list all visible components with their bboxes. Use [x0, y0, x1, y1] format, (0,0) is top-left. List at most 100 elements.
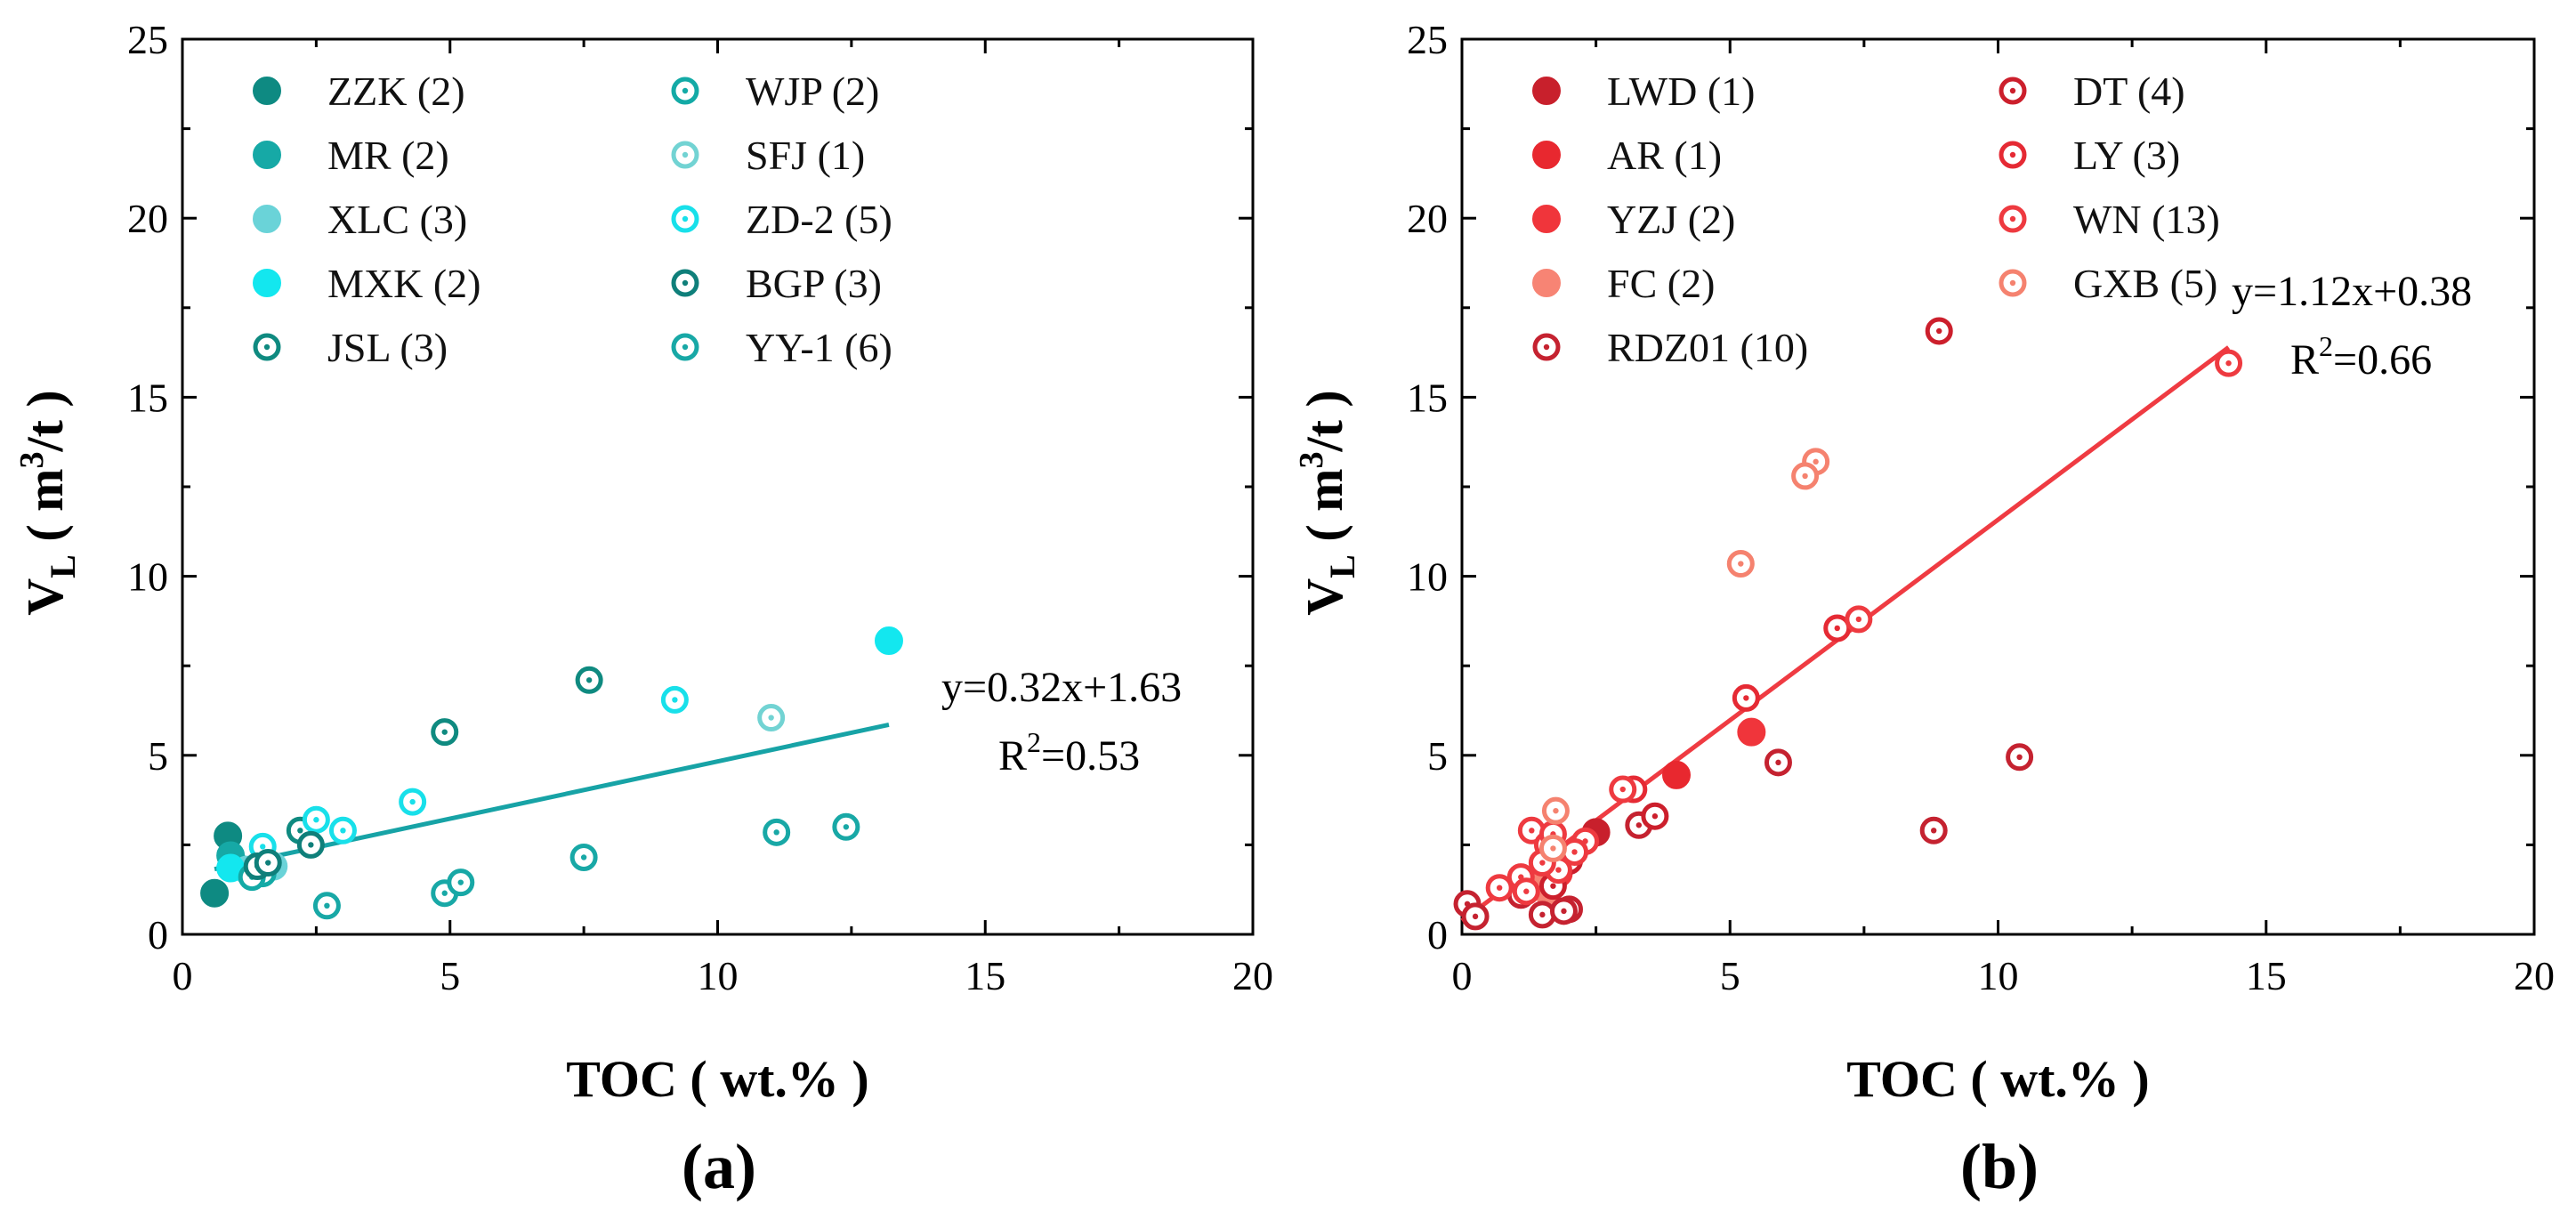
legend-marker — [253, 77, 281, 105]
legend-item: WJP (2) — [671, 69, 879, 114]
data-point-center — [324, 902, 330, 909]
data-point-center — [1743, 695, 1749, 701]
data-point-center — [457, 879, 464, 885]
y-tick-label: 5 — [1427, 733, 1448, 779]
x-tick-label: 10 — [698, 953, 739, 998]
y-tick-label: 0 — [1427, 912, 1448, 957]
data-point-center — [297, 828, 303, 834]
legend-marker-center — [2009, 279, 2016, 287]
y-tick-label: 10 — [127, 554, 168, 600]
data-point-center — [1802, 473, 1808, 480]
legend-marker — [1532, 205, 1561, 233]
series-yy-1 — [312, 812, 860, 920]
data-point-center — [843, 824, 850, 830]
legend-label: GXB (5) — [2073, 261, 2217, 306]
data-point-center — [585, 677, 593, 683]
data-point-center — [1550, 845, 1556, 852]
legend-marker — [1532, 269, 1561, 297]
x-tick-label: 10 — [1978, 953, 2019, 998]
legend-item: YZJ (2) — [1532, 197, 1735, 242]
legend-marker-center — [682, 151, 689, 158]
x-tick-label: 5 — [440, 953, 460, 998]
legend-item: XLC (3) — [253, 197, 467, 242]
y-tick-label: 15 — [127, 375, 168, 420]
data-point-center — [2016, 754, 2023, 761]
x-tick-label: 0 — [173, 953, 193, 998]
legend-marker-center — [2009, 151, 2016, 158]
data-point-center — [1553, 807, 1559, 814]
legend-marker — [253, 205, 281, 233]
legend-label: AR (1) — [1607, 133, 1722, 178]
y-tick-label: 10 — [1407, 554, 1448, 600]
legend-item: LWD (1) — [1532, 69, 1755, 114]
series-zd-2 — [248, 685, 689, 860]
data-point-center — [773, 829, 779, 836]
legend-marker — [1532, 77, 1561, 105]
data-point-center — [1539, 911, 1546, 918]
legend-item: YY-1 (6) — [671, 325, 892, 370]
y-axis-label: VL ( m3/t ) — [1293, 390, 1362, 615]
x-tick-label: 20 — [2514, 953, 2555, 998]
data-point-center — [1936, 327, 1942, 335]
data-point-center — [1775, 759, 1781, 766]
data-point-center — [1539, 860, 1546, 866]
legend-item: GXB (5) — [1999, 261, 2217, 306]
data-point-center — [1555, 867, 1562, 873]
chart-panel-b: 0 5 10 15 20 0 5 10 15 20 25 TOC ( wt.% ) VL ( m3/t … — [1293, 17, 2555, 1202]
legend-label: BGP (3) — [746, 261, 882, 306]
x-axis-label: TOC ( wt.% ) — [1846, 1050, 2149, 1108]
panel-label: (b) — [1960, 1131, 2039, 1202]
legend-label: XLC (3) — [327, 197, 467, 242]
series-ar — [1662, 760, 1691, 789]
data-point — [1662, 760, 1691, 789]
legend-label: YZJ (2) — [1607, 197, 1735, 242]
legend-label: LY (3) — [2073, 133, 2180, 178]
x-tick-label: 0 — [1452, 953, 1473, 998]
panel-label: (a) — [682, 1131, 756, 1202]
x-tick-label: 20 — [1232, 953, 1273, 998]
y-axis-label: VL ( m3/t ) — [13, 390, 83, 615]
data-point-center — [1496, 885, 1503, 891]
legend-label: WN (13) — [2073, 197, 2220, 242]
legend-label: MR (2) — [327, 133, 449, 178]
data-point-center — [1472, 913, 1479, 920]
legend-item: SFJ (1) — [671, 133, 865, 178]
legend-label: MXK (2) — [327, 261, 480, 306]
data-point-center — [340, 828, 346, 834]
y-tick-label: 25 — [1407, 17, 1448, 62]
x-tick-label: 5 — [1720, 953, 1740, 998]
legend-item: MXK (2) — [253, 261, 480, 306]
legend-marker-center — [682, 215, 689, 222]
data-point-center — [2225, 360, 2232, 367]
legend-label: SFJ (1) — [746, 133, 865, 178]
data-point — [200, 878, 230, 908]
data-point-center — [441, 729, 448, 735]
legend-item: ZZK (2) — [253, 69, 465, 114]
legend-marker — [253, 269, 281, 297]
x-tick-label: 15 — [2246, 953, 2287, 998]
legend-marker-center — [263, 343, 271, 351]
legend-item: FC (2) — [1532, 261, 1715, 306]
legend-item: LY (3) — [1999, 133, 2180, 178]
series-gxb — [1538, 448, 1830, 862]
series-jsl — [286, 666, 603, 844]
legend-marker-center — [1543, 343, 1550, 351]
legend-marker-center — [682, 343, 689, 351]
legend-item: ZD-2 (5) — [671, 197, 892, 242]
legend-item: AR (1) — [1532, 133, 1722, 178]
data-point — [1737, 717, 1766, 747]
legend-label: RDZ01 (10) — [1607, 325, 1808, 370]
data-point-center — [1561, 908, 1567, 915]
legend-marker-center — [682, 87, 689, 94]
data-point-center — [580, 854, 587, 860]
legend-marker-center — [2009, 215, 2016, 222]
legend-label: JSL (3) — [327, 325, 448, 370]
y-tick-label: 5 — [148, 733, 168, 779]
fit-r2: R2=0.53 — [998, 726, 1140, 780]
data-point-center — [313, 817, 319, 823]
data-point-center — [265, 860, 271, 866]
legend-label: ZD-2 (5) — [746, 197, 892, 242]
legend-item: RDZ01 (10) — [1532, 325, 1808, 370]
x-tick-label: 15 — [965, 953, 1005, 998]
data-point-center — [1738, 561, 1744, 567]
